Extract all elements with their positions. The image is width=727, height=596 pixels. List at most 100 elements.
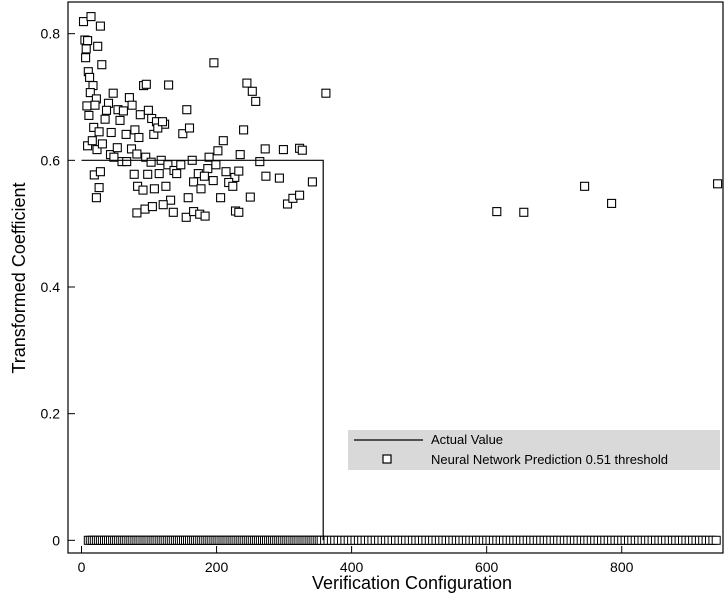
prediction-point (147, 202, 157, 212)
prediction-point (158, 200, 168, 210)
prediction-point (189, 177, 199, 187)
prediction-point (234, 207, 244, 217)
prediction-point (297, 145, 307, 155)
prediction-point (607, 198, 617, 208)
prediction-point (234, 166, 244, 176)
prediction-point (100, 114, 110, 124)
actual-value-line (81, 159, 324, 541)
prediction-point (124, 93, 134, 103)
prediction-point (492, 207, 502, 217)
prediction-point (239, 125, 249, 135)
zero-prediction-row (83, 535, 721, 545)
prediction-point (519, 207, 529, 217)
prediction-point (184, 123, 195, 133)
prediction-point (242, 78, 252, 88)
plot-frame (67, 1, 724, 554)
prediction-point (85, 88, 95, 98)
y-tick-label: 0.6 (41, 152, 61, 168)
prediction-point (146, 157, 156, 167)
prediction-point (132, 149, 142, 159)
prediction-point (90, 100, 100, 110)
prediction-point (118, 106, 128, 116)
y-tick-label: 0.8 (41, 26, 61, 42)
prediction-point (168, 207, 178, 217)
prediction-point (199, 171, 209, 181)
prediction-point (94, 183, 104, 193)
prediction-point (87, 136, 97, 146)
prediction-point (112, 143, 122, 153)
prediction-point (78, 17, 89, 27)
prediction-point (164, 80, 174, 90)
zero-prediction-point (711, 535, 721, 545)
y-axis: 0 0.2 0.4 0.6 0.8 (41, 26, 75, 548)
prediction-point (161, 181, 171, 191)
prediction-point (127, 100, 137, 110)
prediction-point (321, 88, 331, 98)
prediction-point (101, 105, 112, 115)
prediction-point (126, 144, 137, 154)
prediction-point (134, 132, 144, 143)
prediction-point (81, 53, 91, 63)
prediction-point (255, 157, 265, 167)
prediction-point (83, 36, 93, 46)
legend-label-actual: Actual Value (431, 432, 503, 447)
prediction-point (129, 169, 139, 179)
x-tick-label: 200 (205, 559, 229, 575)
prediction-point (106, 127, 116, 138)
prediction-point (81, 44, 91, 54)
prediction-point (307, 177, 317, 187)
prediction-point (140, 204, 150, 214)
prediction-point (91, 193, 101, 203)
prediction-point (209, 58, 219, 68)
y-tick-label: 0.4 (41, 279, 61, 295)
prediction-point (208, 176, 218, 186)
prediction-point (181, 212, 191, 222)
y-tick-label: 0 (52, 532, 60, 548)
prediction-point (235, 150, 245, 160)
prediction-point (154, 169, 164, 179)
prediction-point (97, 60, 107, 70)
legend-square-swatch (382, 454, 392, 464)
prediction-point (85, 72, 95, 82)
prediction-point (166, 195, 176, 205)
prediction-point (274, 173, 284, 183)
x-tick-label: 0 (78, 559, 86, 575)
prediction-point (86, 12, 96, 22)
prediction-point (713, 179, 723, 189)
prediction-point (251, 96, 261, 106)
prediction-point (176, 160, 186, 170)
x-tick-label: 400 (340, 559, 364, 575)
prediction-point (278, 145, 288, 155)
prediction-point (143, 105, 153, 115)
prediction-point (95, 21, 105, 31)
prediction-point (178, 129, 188, 139)
prediction-point (143, 169, 153, 179)
legend: Actual Value Neural Network Prediction 0… (348, 430, 720, 470)
prediction-point (83, 141, 93, 151)
prediction-point (204, 152, 214, 162)
x-tick-label: 600 (475, 559, 499, 575)
prediction-point (132, 208, 142, 218)
legend-box (348, 430, 720, 470)
prediction-point (82, 101, 92, 111)
prediction-point (95, 167, 105, 177)
prediction-point (260, 144, 270, 154)
y-axis-title: Transformed Coefficient (9, 182, 29, 373)
prediction-point (196, 184, 206, 194)
prediction-point (245, 192, 255, 202)
prediction-point (247, 86, 257, 96)
prediction-point (213, 146, 223, 156)
prediction-point (141, 79, 151, 89)
x-axis-title: Verification Configuration (312, 573, 512, 593)
x-axis: 0 200 400 600 800 (78, 546, 634, 575)
prediction-point (172, 169, 182, 179)
prediction-point (211, 160, 221, 170)
prediction-point (182, 105, 192, 115)
prediction-point (84, 110, 94, 120)
prediction-point (228, 181, 238, 191)
legend-label-prediction: Neural Network Prediction 0.51 threshold (431, 452, 668, 467)
prediction-point (121, 129, 131, 139)
prediction-point (149, 184, 159, 194)
prediction-points (78, 12, 723, 222)
prediction-point (141, 152, 151, 162)
